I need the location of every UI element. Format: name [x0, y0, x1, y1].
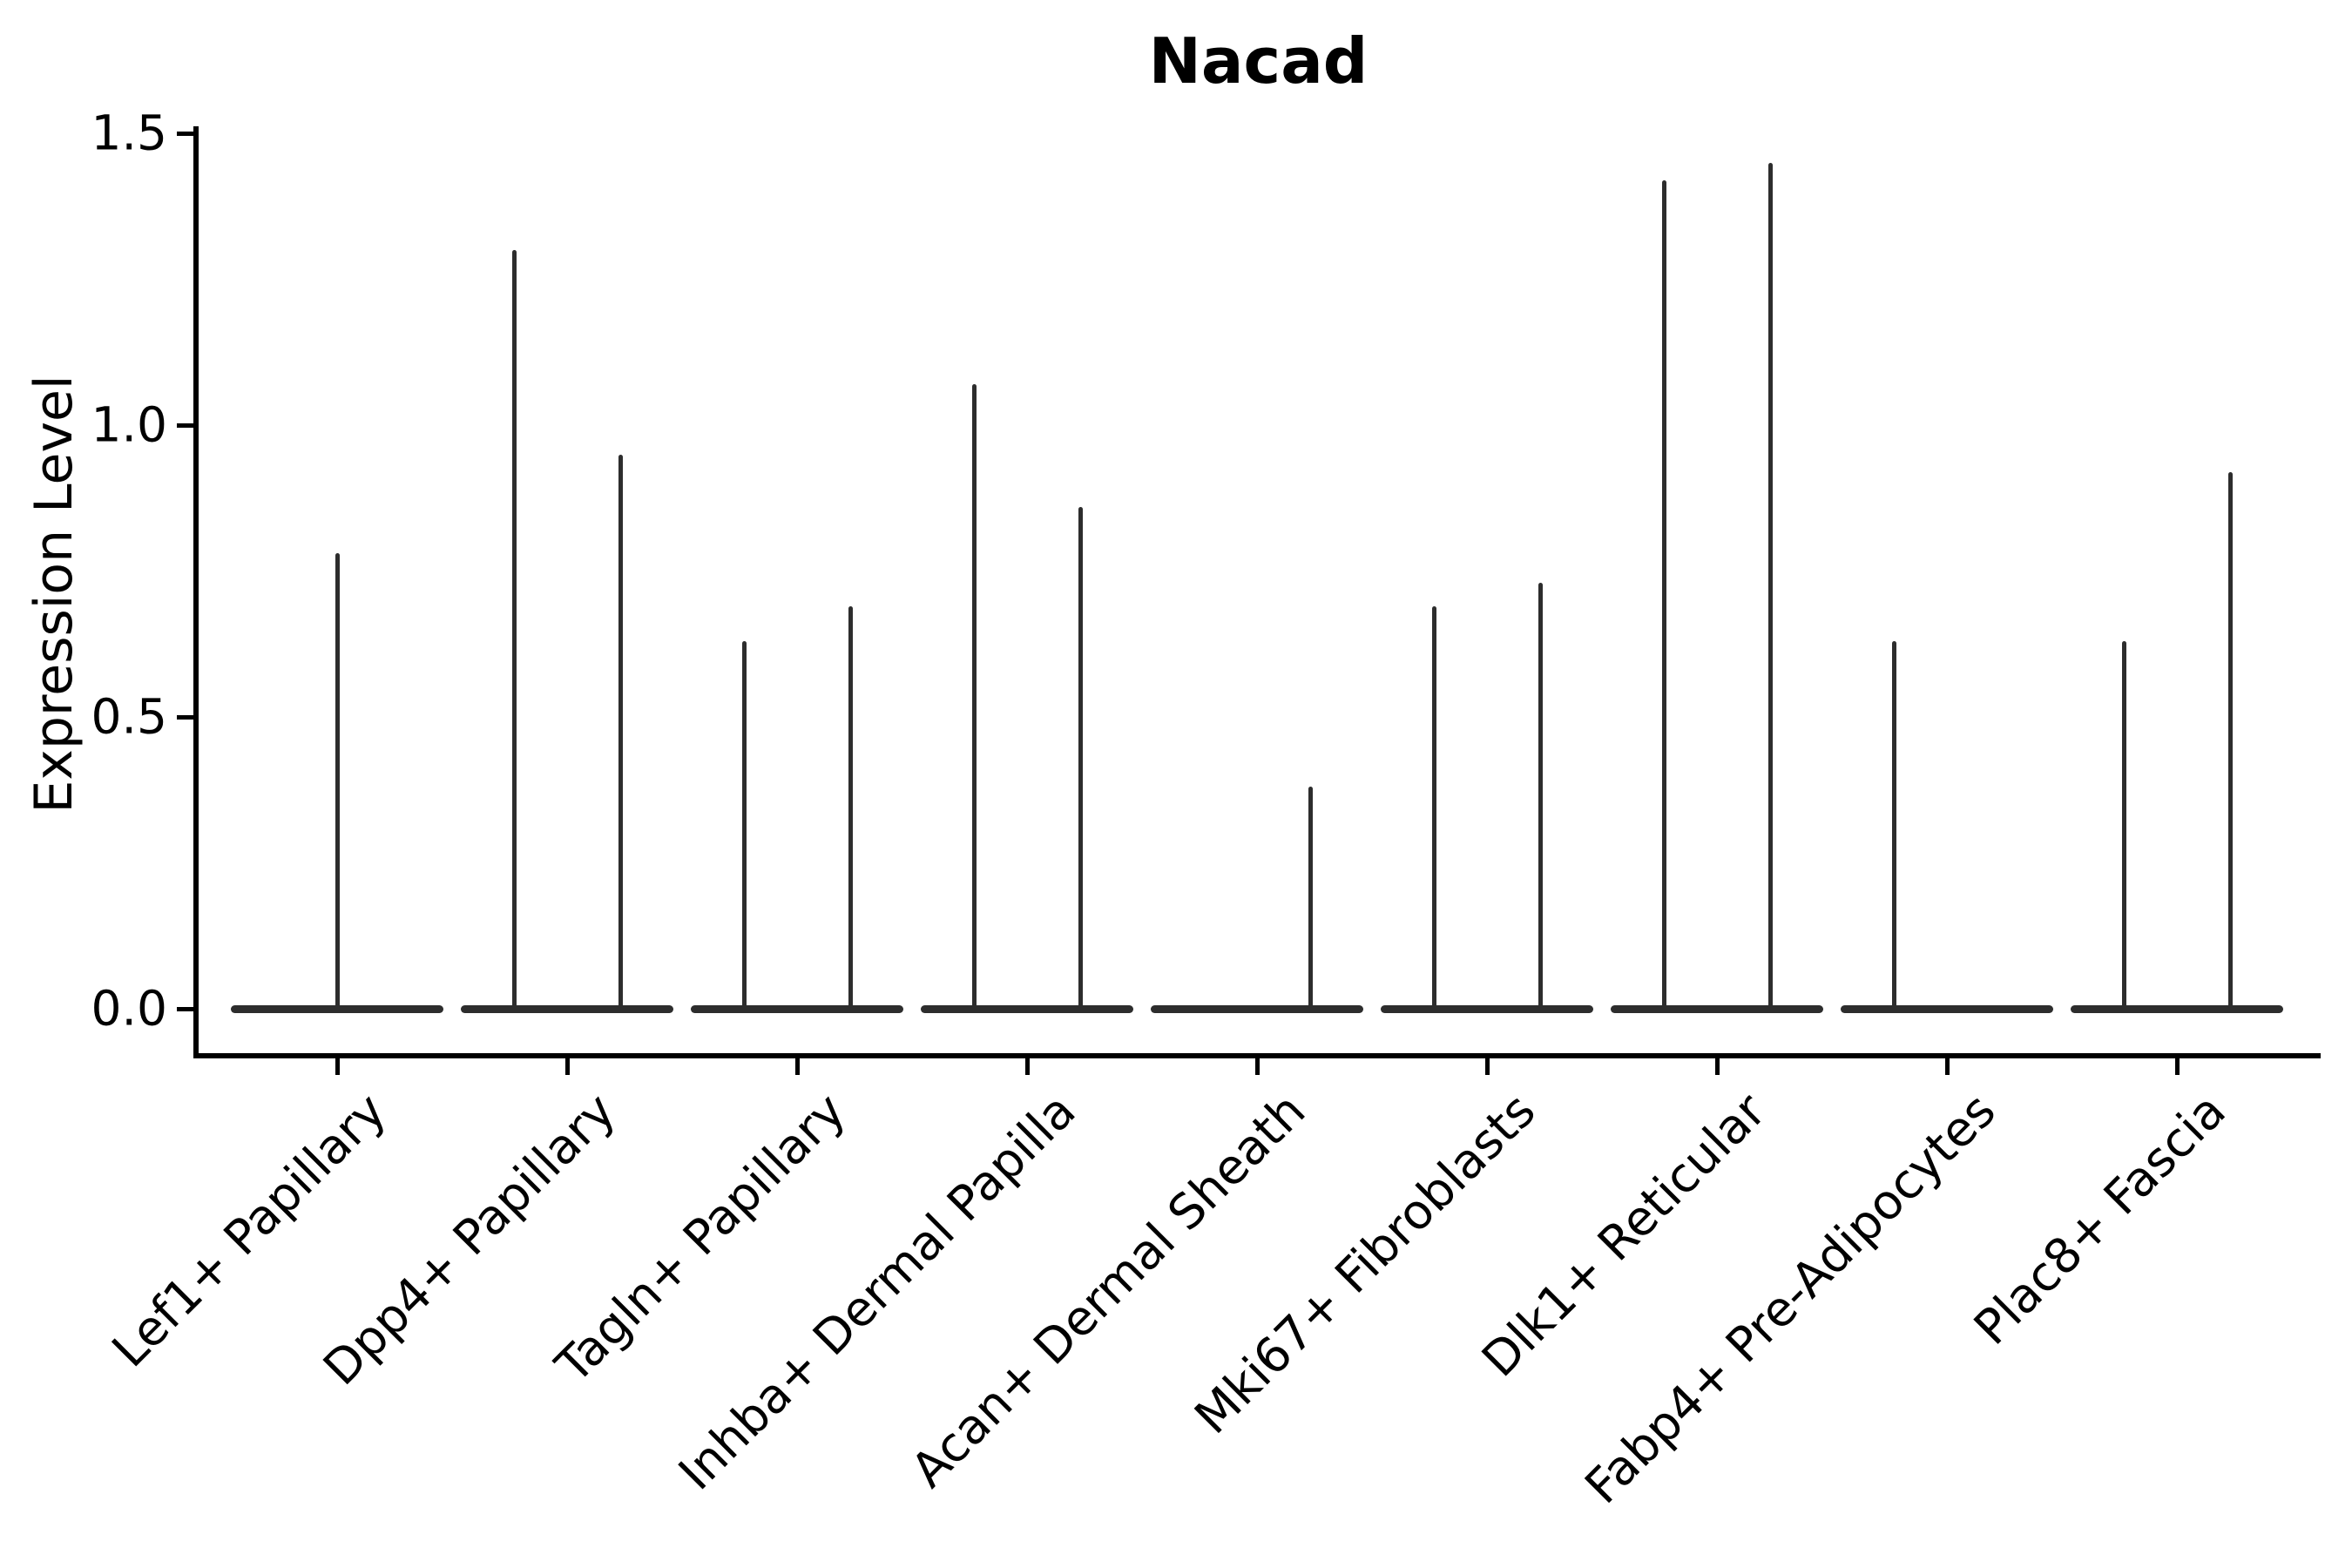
- y-axis-spine: [193, 126, 199, 1058]
- violin-base: [1611, 1004, 1823, 1013]
- y-tick-label: 1.5: [91, 105, 167, 161]
- violin-spike: [848, 605, 853, 1012]
- y-tick-label: 0.5: [91, 688, 167, 745]
- y-tick-label: 0.0: [91, 980, 167, 1037]
- x-axis-spine: [193, 1053, 2321, 1058]
- violin-spike: [2121, 640, 2126, 1012]
- x-tick-label: Plac8+ Fascia: [1963, 1082, 2236, 1355]
- violin-spike: [335, 553, 340, 1012]
- x-tick-label: Inhba+ Dermal Papilla: [667, 1082, 1086, 1501]
- violin-base: [1381, 1004, 1593, 1013]
- violin-spike: [1538, 582, 1543, 1012]
- x-tick-mark: [2174, 1058, 2180, 1075]
- violin-base: [1841, 1004, 2053, 1013]
- violin-spike: [511, 250, 517, 1012]
- violin-spike: [2227, 471, 2233, 1012]
- violin-spike: [1078, 506, 1083, 1012]
- x-tick-mark: [1944, 1058, 1950, 1075]
- violin-base: [461, 1004, 673, 1013]
- x-tick-mark: [1254, 1058, 1260, 1075]
- violin-spike: [1891, 640, 1896, 1012]
- violin-base: [921, 1004, 1133, 1013]
- violin-spike: [1431, 605, 1436, 1012]
- y-tick-mark: [177, 422, 193, 428]
- violin-base: [2071, 1004, 2283, 1013]
- y-tick-mark: [177, 1006, 193, 1011]
- y-tick-mark: [177, 131, 193, 136]
- x-tick-label: Acan+ Dermal Sheath: [900, 1082, 1316, 1498]
- x-tick-label: Fabp4+ Pre-Adipocytes: [1574, 1082, 2006, 1515]
- x-tick-mark: [1024, 1058, 1030, 1075]
- x-tick-mark: [1714, 1058, 1720, 1075]
- violin-spike: [1767, 162, 1773, 1012]
- x-tick-mark: [794, 1058, 800, 1075]
- violin-base: [1151, 1004, 1363, 1013]
- chart-title: Nacad: [1148, 24, 1369, 98]
- violin-spike: [1661, 179, 1666, 1012]
- violin-spike: [618, 454, 623, 1012]
- x-tick-mark: [564, 1058, 570, 1075]
- y-tick-label: 1.0: [91, 396, 167, 453]
- violin-spike: [1308, 787, 1313, 1012]
- y-tick-mark: [177, 714, 193, 720]
- violin-spike: [971, 384, 977, 1012]
- x-tick-mark: [335, 1058, 340, 1075]
- violin-spike: [741, 640, 747, 1012]
- violin-base: [691, 1004, 903, 1013]
- x-tick-mark: [1484, 1058, 1490, 1075]
